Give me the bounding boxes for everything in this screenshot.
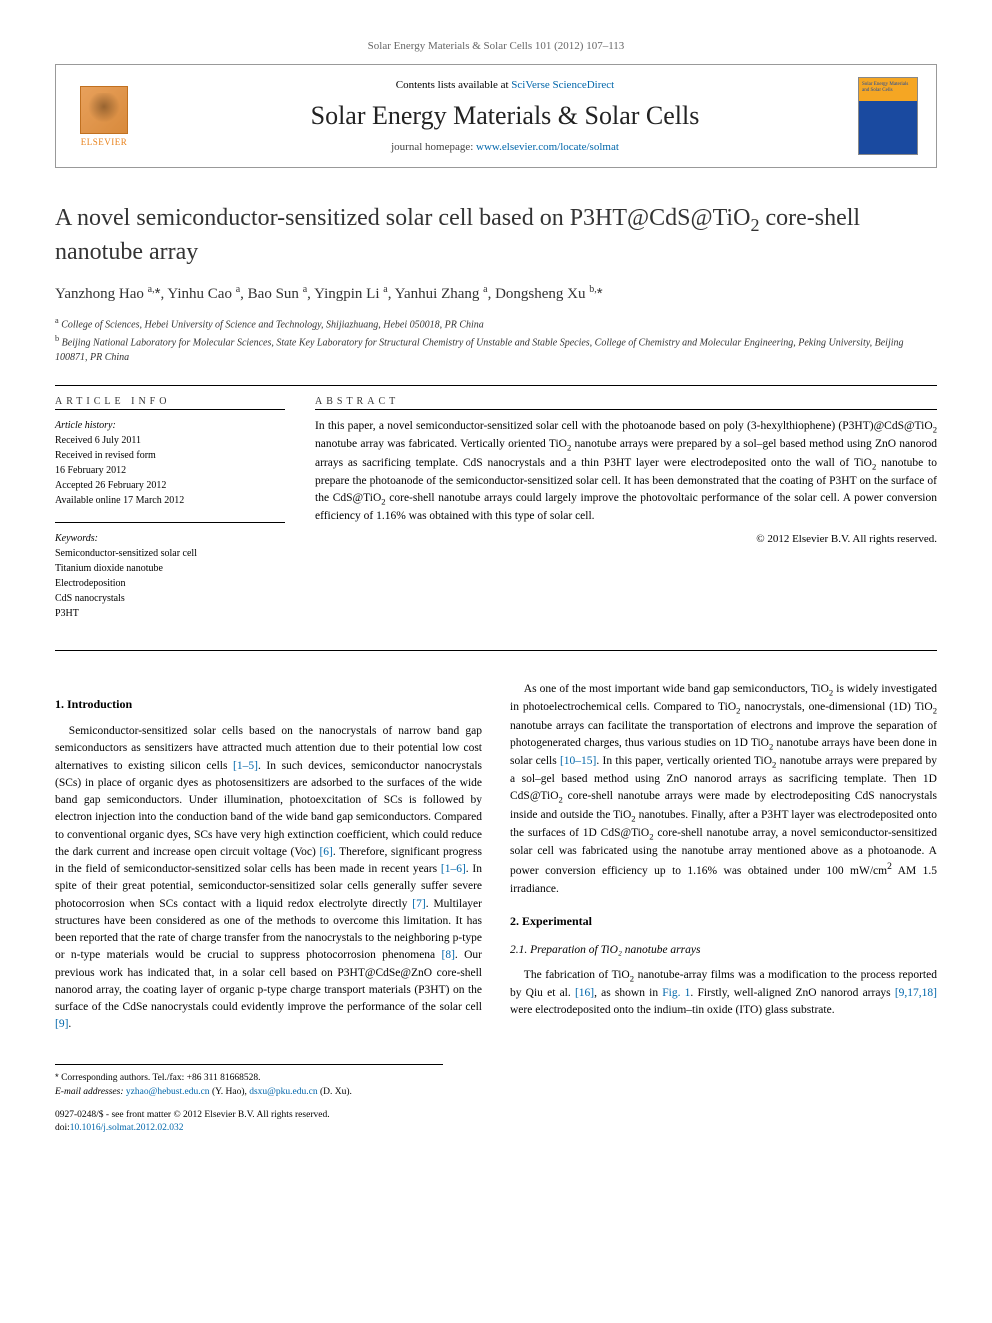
doi-link[interactable]: 10.1016/j.solmat.2012.02.032	[70, 1123, 184, 1133]
citation-link[interactable]: [1–6]	[441, 863, 466, 875]
keyword: CdS nanocrystals	[55, 591, 285, 606]
history-line: Accepted 26 February 2012	[55, 478, 285, 493]
divider-top	[55, 385, 937, 386]
citation-link[interactable]: [10–15]	[560, 755, 596, 767]
figure-link[interactable]: Fig. 1	[662, 987, 690, 999]
section-2-heading: 2. Experimental	[510, 912, 937, 930]
body-text: 1. Introduction Semiconductor-sensitized…	[55, 681, 937, 1034]
contents-available-line: Contents lists available at SciVerse Sci…	[152, 79, 858, 91]
citation-link[interactable]: [7]	[412, 898, 425, 910]
abstract-rule	[315, 409, 937, 410]
contents-prefix: Contents lists available at	[396, 79, 511, 91]
email-who: (D. Xu).	[320, 1087, 352, 1097]
affiliation-a: a College of Sciences, Hebei University …	[55, 315, 937, 332]
keyword: Semiconductor-sensitized solar cell	[55, 546, 285, 561]
email-who: (Y. Hao),	[212, 1087, 247, 1097]
keyword: P3HT	[55, 606, 285, 621]
history-label: Article history:	[55, 418, 285, 433]
history-line: Available online 17 March 2012	[55, 493, 285, 508]
homepage-prefix: journal homepage:	[391, 141, 476, 153]
journal-cover-thumbnail: Solar Energy Materials and Solar Cells	[858, 77, 918, 155]
divider-bottom	[55, 650, 937, 651]
doi-line: doi:10.1016/j.solmat.2012.02.032	[55, 1122, 937, 1135]
cover-caption: Solar Energy Materials and Solar Cells	[862, 82, 914, 93]
citation-link[interactable]: [8]	[441, 949, 454, 961]
email-link[interactable]: yzhao@hebust.edu.cn	[126, 1087, 210, 1097]
keywords-label: Keywords:	[55, 531, 285, 546]
keyword: Electrodeposition	[55, 576, 285, 591]
elsevier-logo: ELSEVIER	[74, 81, 134, 151]
keyword: Titanium dioxide nanotube	[55, 561, 285, 576]
section-1-para-1: Semiconductor-sensitized solar cells bas…	[55, 723, 482, 1034]
email-label: E-mail addresses:	[55, 1087, 124, 1097]
elsevier-label: ELSEVIER	[81, 137, 128, 147]
affiliations: a College of Sciences, Hebei University …	[55, 315, 937, 365]
journal-homepage-line: journal homepage: www.elsevier.com/locat…	[152, 141, 858, 153]
email-line: E-mail addresses: yzhao@hebust.edu.cn (Y…	[55, 1085, 443, 1099]
doi-prefix: doi:	[55, 1123, 70, 1133]
abstract-heading: ABSTRACT	[315, 396, 937, 407]
history-line: Received in revised form	[55, 448, 285, 463]
article-title: A novel semiconductor-sensitized solar c…	[55, 203, 937, 268]
footer-meta: 0927-0248/$ - see front matter © 2012 El…	[55, 1109, 937, 1136]
citation-link[interactable]: [9]	[55, 1018, 68, 1030]
article-info-column: ARTICLE INFO Article history: Received 6…	[55, 396, 285, 635]
section-2-1-para-1: The fabrication of TiO2 nanotube-array f…	[510, 967, 937, 1020]
article-history: Article history: Received 6 July 2011 Re…	[55, 418, 285, 508]
authors-line: Yanzhong Hao a,*, Yinhu Cao a, Bao Sun a…	[55, 284, 937, 303]
email-link[interactable]: dsxu@pku.edu.cn	[249, 1087, 317, 1097]
running-head: Solar Energy Materials & Solar Cells 101…	[55, 40, 937, 52]
citation-link[interactable]: [6]	[319, 846, 332, 858]
abstract-text: In this paper, a novel semiconductor-sen…	[315, 418, 937, 525]
section-1-heading: 1. Introduction	[55, 695, 482, 713]
history-line: 16 February 2012	[55, 463, 285, 478]
keywords-block: Keywords: Semiconductor-sensitized solar…	[55, 531, 285, 621]
abstract-copyright: © 2012 Elsevier B.V. All rights reserved…	[315, 533, 937, 545]
elsevier-tree-icon	[80, 86, 128, 134]
footnotes: * Corresponding authors. Tel./fax: +86 3…	[55, 1064, 443, 1100]
journal-name: Solar Energy Materials & Solar Cells	[152, 101, 858, 131]
corresponding-author-note: * Corresponding authors. Tel./fax: +86 3…	[55, 1071, 443, 1085]
article-info-heading: ARTICLE INFO	[55, 396, 285, 407]
abstract-column: ABSTRACT In this paper, a novel semicond…	[315, 396, 937, 635]
citation-link[interactable]: [1–5]	[233, 760, 258, 772]
journal-header-box: ELSEVIER Contents lists available at Sci…	[55, 64, 937, 168]
citation-link[interactable]: [16]	[575, 987, 594, 999]
section-1-para-2: As one of the most important wide band g…	[510, 681, 937, 898]
sciencedirect-link[interactable]: SciVerse ScienceDirect	[511, 79, 614, 91]
section-2-1-heading: 2.1. Preparation of TiO₂ nanotube arrays	[510, 942, 937, 959]
citation-link[interactable]: [9,17,18]	[895, 987, 937, 999]
affiliation-b: b Beijing National Laboratory for Molecu…	[55, 333, 937, 365]
info-rule-2	[55, 522, 285, 523]
front-matter-line: 0927-0248/$ - see front matter © 2012 El…	[55, 1109, 937, 1122]
homepage-link[interactable]: www.elsevier.com/locate/solmat	[476, 141, 619, 153]
info-rule-1	[55, 409, 285, 410]
history-line: Received 6 July 2011	[55, 433, 285, 448]
